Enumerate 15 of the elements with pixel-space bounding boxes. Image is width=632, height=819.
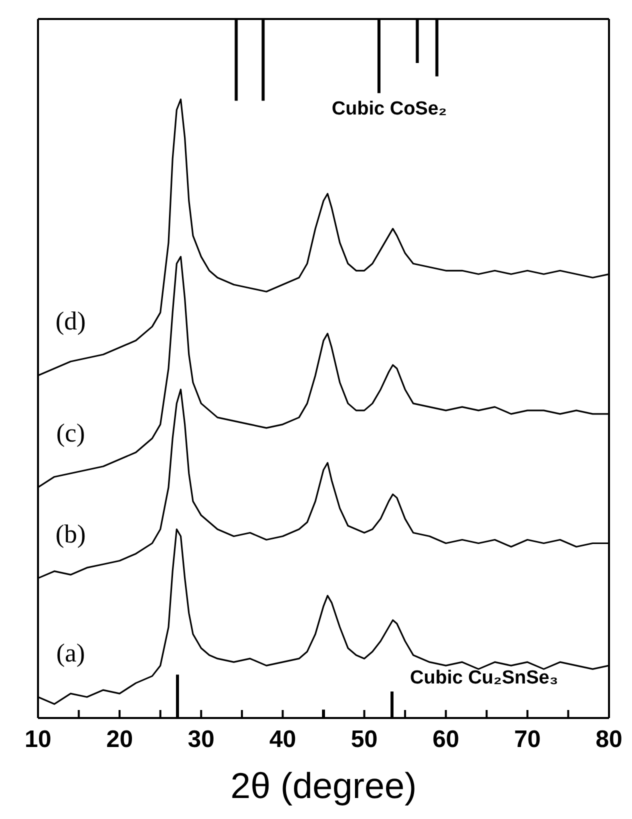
x-tick-label: 30 <box>188 726 214 754</box>
series-label: (d) <box>55 306 86 336</box>
series-label: Cubic CoSe₂ <box>332 98 447 120</box>
x-tick-label: 10 <box>24 726 52 754</box>
x-axis-title: 2θ (degree) <box>230 765 417 806</box>
x-tick-label: 50 <box>350 726 378 754</box>
series-label: (c) <box>56 418 86 448</box>
x-tick-label: 20 <box>106 726 133 754</box>
series-label: (a) <box>56 638 86 668</box>
x-tick-label: 70 <box>514 726 541 754</box>
series-label: (b) <box>55 520 86 549</box>
x-tick-label: 80 <box>596 726 622 754</box>
series-label: Cubic Cu₂SnSe₃ <box>410 667 558 688</box>
x-tick-label: 60 <box>432 726 460 754</box>
x-tick-label: 40 <box>269 726 296 754</box>
